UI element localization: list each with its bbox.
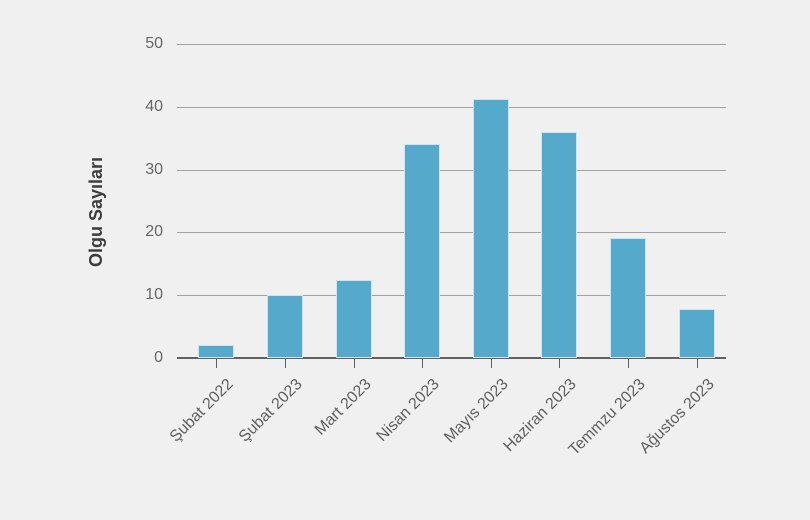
bar: [679, 309, 715, 358]
x-axis-tick: [285, 359, 286, 368]
bar: [610, 238, 646, 358]
x-axis-tick: [216, 359, 217, 368]
x-axis-tick: [628, 359, 629, 368]
gridline: [177, 232, 726, 233]
bar: [198, 345, 234, 358]
bar: [336, 280, 372, 358]
bar: [541, 132, 577, 358]
gridline: [177, 170, 726, 171]
x-axis-tick: [559, 359, 560, 368]
gridline: [177, 44, 726, 45]
x-axis-line: [177, 357, 726, 359]
bar: [473, 99, 509, 358]
gridline: [177, 295, 726, 296]
x-axis-tick: [491, 359, 492, 368]
y-tick-label: 50: [145, 35, 163, 52]
y-tick-label: 20: [145, 223, 163, 240]
x-axis-tick: [422, 359, 423, 368]
x-axis-tick: [697, 359, 698, 368]
y-tick-label: 30: [145, 161, 163, 178]
bar: [267, 295, 303, 358]
y-tick-label: 0: [154, 349, 163, 366]
y-tick-label: 40: [145, 98, 163, 115]
x-tick-label: Şubat 2022: [166, 375, 237, 446]
x-axis-tick: [354, 359, 355, 368]
bar: [404, 144, 440, 358]
gridline: [177, 107, 726, 108]
y-tick-label: 10: [145, 286, 163, 303]
